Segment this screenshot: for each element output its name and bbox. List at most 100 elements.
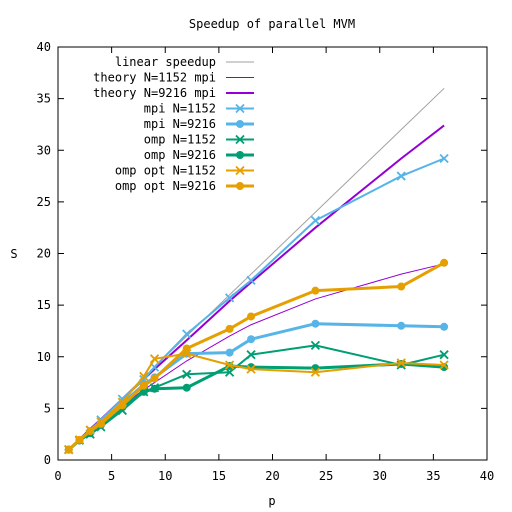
marker-stroke [439,153,449,164]
series-line [68,263,445,451]
legend-marker [236,182,244,190]
series-4 [64,319,449,454]
data-point [224,367,235,377]
data-point [397,321,406,330]
data-point [247,312,256,321]
marker-stroke [396,171,406,181]
data-point [439,360,449,370]
data-point [246,364,256,374]
legend-entry: omp N=9216 [144,148,254,162]
y-tick-label: 40 [37,40,51,54]
marker-stroke [396,358,406,368]
data-point [397,282,406,291]
marker-stroke [439,350,449,360]
legend-entry: mpi N=1152 [144,102,254,116]
data-point [96,419,105,428]
marker-stroke [246,350,256,360]
x-tick-label: 25 [319,469,333,483]
legend-entry: theory N=1152 mpi [93,71,254,85]
x-axis-label: p [268,494,275,508]
data-point [182,383,191,392]
legend-label: theory N=1152 mpi [93,71,216,85]
legend-entry: linear speedup [115,55,254,69]
legend-marker [235,134,245,145]
data-point [224,360,235,370]
x-tick-label: 0 [54,469,61,483]
data-point [439,350,449,360]
data-point [64,445,73,454]
marker-stroke [224,367,235,377]
marker-stroke [310,340,321,351]
y-tick-label: 25 [37,195,51,209]
marker-stroke [439,360,449,370]
x-tick-label: 20 [265,469,279,483]
data-point [440,258,449,267]
y-tick-label: 30 [37,143,51,157]
legend-entry: omp opt N=1152 [115,164,254,178]
data-point [246,350,256,360]
series-layer [64,87,449,455]
data-point [118,401,127,410]
marker-stroke [149,362,160,372]
series-line [68,87,445,451]
marker-stroke [246,275,256,285]
legend-marker [235,103,245,114]
marker-stroke [224,360,235,370]
legend-marker [236,151,244,159]
y-tick-label: 20 [37,247,51,261]
data-point [246,275,256,285]
legend-marker [236,120,244,128]
chart-title: Speedup of parallel MVM [189,17,355,31]
data-point [225,324,234,333]
data-point [86,427,95,436]
marker-stroke [182,329,192,339]
legend-entry: mpi N=9216 [144,117,254,131]
data-point [311,286,320,295]
data-point [310,215,321,226]
data-point [439,153,449,164]
legend-marker [235,165,245,176]
legend-label: omp opt N=9216 [115,179,216,193]
marker-stroke [139,371,149,382]
legend-label: omp N=9216 [144,148,216,162]
series-0 [68,87,445,451]
marker-stroke [235,103,245,114]
y-tick-label: 5 [44,401,51,415]
data-point [311,319,320,328]
data-point [396,358,406,368]
data-point [150,384,159,393]
series-8 [64,258,449,454]
marker-stroke [224,293,235,303]
data-point [182,329,192,339]
x-tick-label: 10 [158,469,172,483]
x-tick-label: 30 [373,469,387,483]
data-point [75,435,84,444]
marker-stroke [235,165,245,176]
x-tick-label: 15 [212,469,226,483]
data-point [139,387,148,396]
data-point [225,348,234,357]
legend-label: theory N=9216 mpi [93,86,216,100]
data-point [182,369,192,379]
y-tick-label: 35 [37,92,51,106]
marker-stroke [149,354,160,364]
marker-stroke [235,134,245,145]
data-point [149,354,160,364]
data-point [440,322,449,331]
data-point [139,371,149,382]
marker-stroke [310,215,321,226]
legend-entry: omp N=1152 [144,133,254,147]
data-point [310,367,321,377]
y-tick-label: 10 [37,350,51,364]
y-tick-label: 15 [37,298,51,312]
data-point [310,340,321,351]
y-tick-label: 0 [44,453,51,467]
axis-ticks: 0 5 10 15 20 25 30 35 40 0 5 10 15 20 25 30 35 40 [37,40,495,483]
legend-label: linear speedup [115,55,216,69]
series-line [67,322,445,451]
data-point [247,335,256,344]
data-point [139,381,148,390]
series-line [67,261,445,451]
